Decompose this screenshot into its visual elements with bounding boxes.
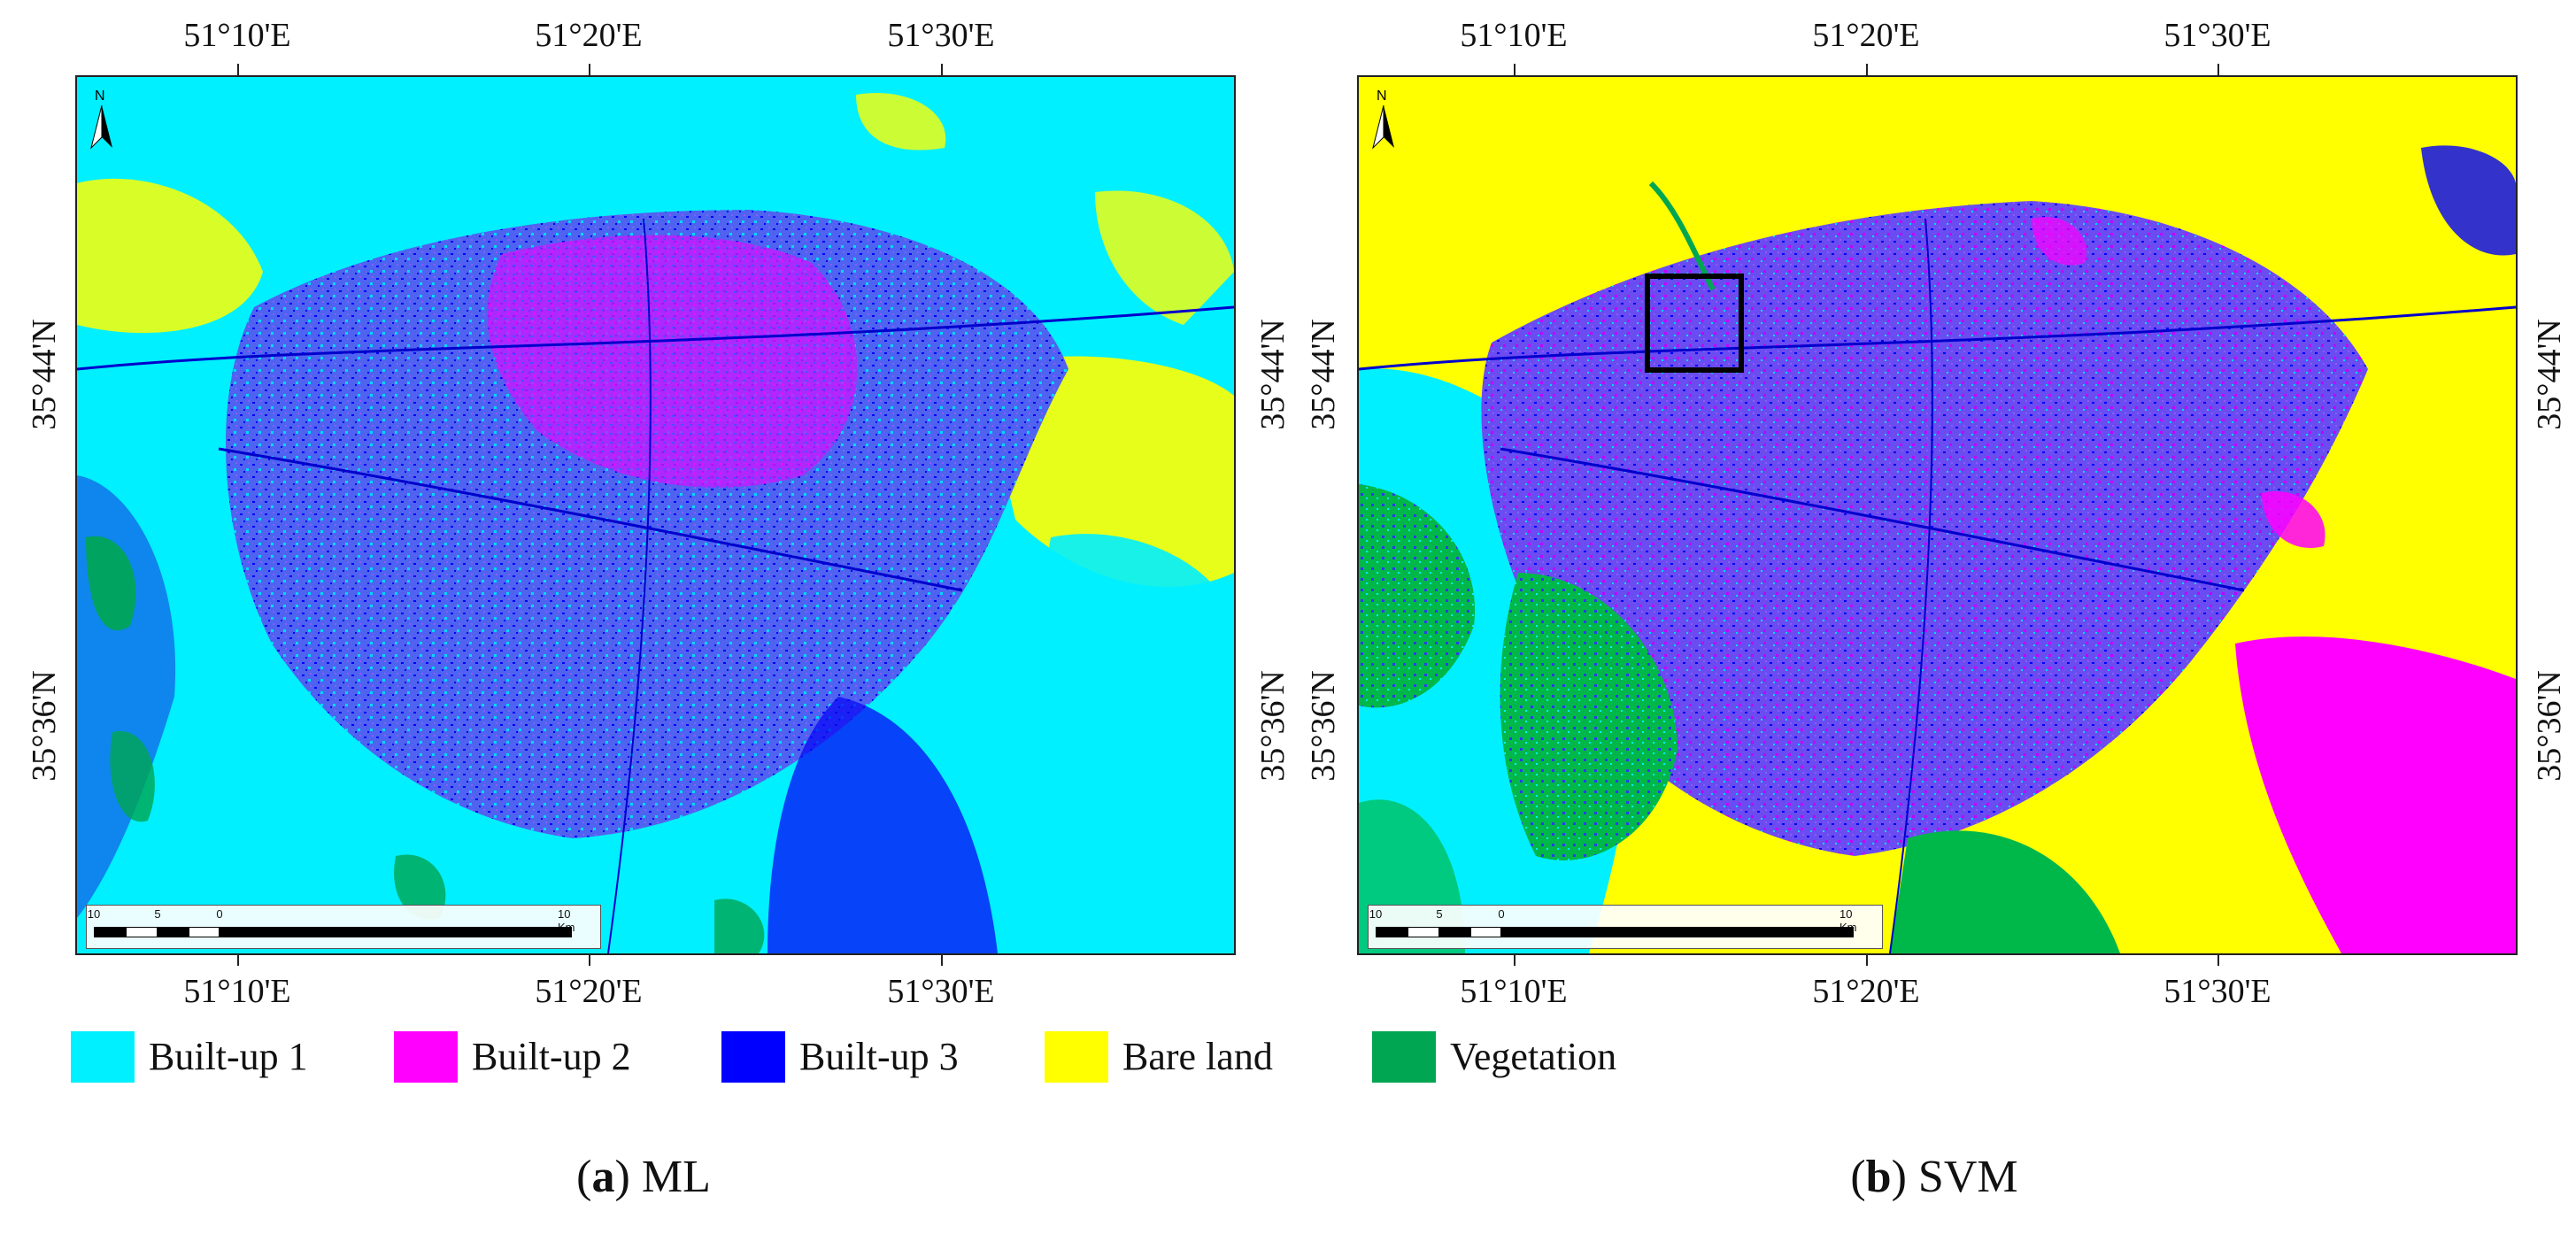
map-layer bbox=[77, 77, 1234, 953]
scale-label: 5 bbox=[1436, 907, 1443, 921]
legend-label: Built-up 1 bbox=[149, 1035, 308, 1078]
builtup2-patch bbox=[2032, 217, 2086, 266]
lon-tick-top: 51°20'E bbox=[535, 17, 643, 54]
urban-core bbox=[487, 235, 858, 488]
map-legend: Built-up 1 Built-up 2 Built-up 3 Bare la… bbox=[71, 1027, 1753, 1089]
scale-label: 0 bbox=[1498, 907, 1505, 921]
tick-mark bbox=[2217, 64, 2219, 76]
lon-tick-top: 51°30'E bbox=[887, 17, 995, 54]
road-line bbox=[77, 305, 1234, 371]
panel-svm: 51°10'E 51°20'E 51°30'E bbox=[1288, 0, 2576, 1234]
lon-tick-top: 51°30'E bbox=[2163, 17, 2271, 54]
lat-tick-left: 35°44'N bbox=[26, 319, 63, 430]
inset-box bbox=[1645, 274, 1744, 373]
lat-tick-right: 35°36'N bbox=[1254, 670, 1292, 782]
legend-label: Bare land bbox=[1122, 1035, 1273, 1078]
lat-tick-right: 35°44'N bbox=[2531, 319, 2568, 430]
lon-tick-bottom: 51°20'E bbox=[535, 973, 643, 1010]
vegetation-patch bbox=[1500, 573, 1677, 860]
road-line bbox=[607, 218, 652, 953]
vegetation-patch bbox=[1359, 484, 1476, 708]
tick-mark bbox=[237, 64, 239, 76]
north-arrow: N bbox=[86, 86, 118, 157]
lat-tick-left: 35°44'N bbox=[1305, 319, 1342, 430]
legend-label: Vegetation bbox=[1450, 1035, 1617, 1078]
scale-bar: 10 5 0 10 Km bbox=[1368, 905, 1883, 949]
bare-land-patch bbox=[77, 178, 263, 334]
builtup1-zone bbox=[1006, 534, 1234, 953]
lat-tick-left: 35°36'N bbox=[1305, 670, 1342, 782]
builtup3-zone bbox=[2421, 145, 2516, 256]
scale-label: 0 bbox=[216, 907, 223, 921]
map-layer bbox=[1359, 77, 2516, 953]
tick-mark bbox=[589, 953, 590, 966]
panel-caption: (a) ML bbox=[576, 1152, 711, 1202]
vegetation-patch bbox=[1890, 830, 2120, 953]
classification-map-svm: N 10 5 0 10 Km bbox=[1357, 75, 2518, 955]
vegetation-patch bbox=[394, 854, 446, 920]
lon-tick-bottom: 51°10'E bbox=[183, 973, 291, 1010]
tick-mark bbox=[237, 953, 239, 966]
lon-tick-bottom: 51°30'E bbox=[2163, 973, 2271, 1010]
lon-tick-bottom: 51°20'E bbox=[1812, 973, 1920, 1010]
tick-mark bbox=[941, 64, 943, 76]
lon-tick-bottom: 51°30'E bbox=[887, 973, 995, 1010]
lat-tick-left: 35°36'N bbox=[26, 670, 63, 782]
tick-mark bbox=[941, 953, 943, 966]
panel-ml: 51°10'E 51°20'E 51°30'E bbox=[26, 17, 1292, 1202]
lat-tick-right: 35°44'N bbox=[1254, 319, 1292, 430]
urban-area bbox=[1481, 201, 2368, 856]
road-line bbox=[1359, 305, 2516, 371]
legend-swatch bbox=[721, 1031, 785, 1083]
legend-label: Built-up 3 bbox=[799, 1035, 959, 1078]
vegetation-patch bbox=[86, 536, 136, 631]
legend-swatch bbox=[71, 1031, 135, 1083]
lon-tick-bottom: 51°10'E bbox=[1460, 973, 1568, 1010]
lat-tick-right: 35°36'N bbox=[2531, 670, 2568, 782]
north-arrow: N bbox=[1368, 86, 1400, 157]
north-label: N bbox=[95, 89, 105, 104]
lon-tick-top: 51°10'E bbox=[183, 17, 291, 54]
vegetation-patch bbox=[714, 899, 765, 953]
bare-land-patch bbox=[856, 93, 946, 150]
road-line bbox=[1500, 447, 2245, 592]
scale-label: 5 bbox=[154, 907, 161, 921]
panel-caption: (b) SVM bbox=[1850, 1152, 2018, 1202]
scale-label: 10 bbox=[1369, 907, 1383, 921]
bare-land-patch bbox=[1095, 190, 1234, 325]
builtup2-zone bbox=[2235, 636, 2516, 953]
tick-mark bbox=[589, 64, 590, 76]
lon-tick-top: 51°20'E bbox=[1812, 17, 1920, 54]
scale-label: 10 bbox=[87, 907, 101, 921]
legend-label: Built-up 2 bbox=[472, 1035, 631, 1078]
north-label: N bbox=[1377, 89, 1387, 104]
classification-map-ml: N 10 5 0 10 Km bbox=[75, 75, 1236, 955]
tick-mark bbox=[1866, 64, 1868, 76]
builtup2-patch bbox=[2262, 491, 2325, 548]
builtup3-zone bbox=[767, 697, 998, 953]
legend-swatch bbox=[1045, 1031, 1108, 1083]
tick-mark bbox=[2217, 953, 2219, 966]
road-line bbox=[1889, 218, 1933, 953]
scale-bar: 10 5 0 10 Km bbox=[86, 905, 601, 949]
legend-swatch bbox=[1372, 1031, 1436, 1083]
lon-tick-top: 51°10'E bbox=[1460, 17, 1568, 54]
legend-swatch bbox=[394, 1031, 458, 1083]
vegetation-patch bbox=[110, 730, 155, 822]
tick-mark bbox=[1866, 953, 1868, 966]
tick-mark bbox=[1514, 953, 1516, 966]
road-line bbox=[218, 447, 963, 592]
tick-mark bbox=[1514, 64, 1516, 76]
